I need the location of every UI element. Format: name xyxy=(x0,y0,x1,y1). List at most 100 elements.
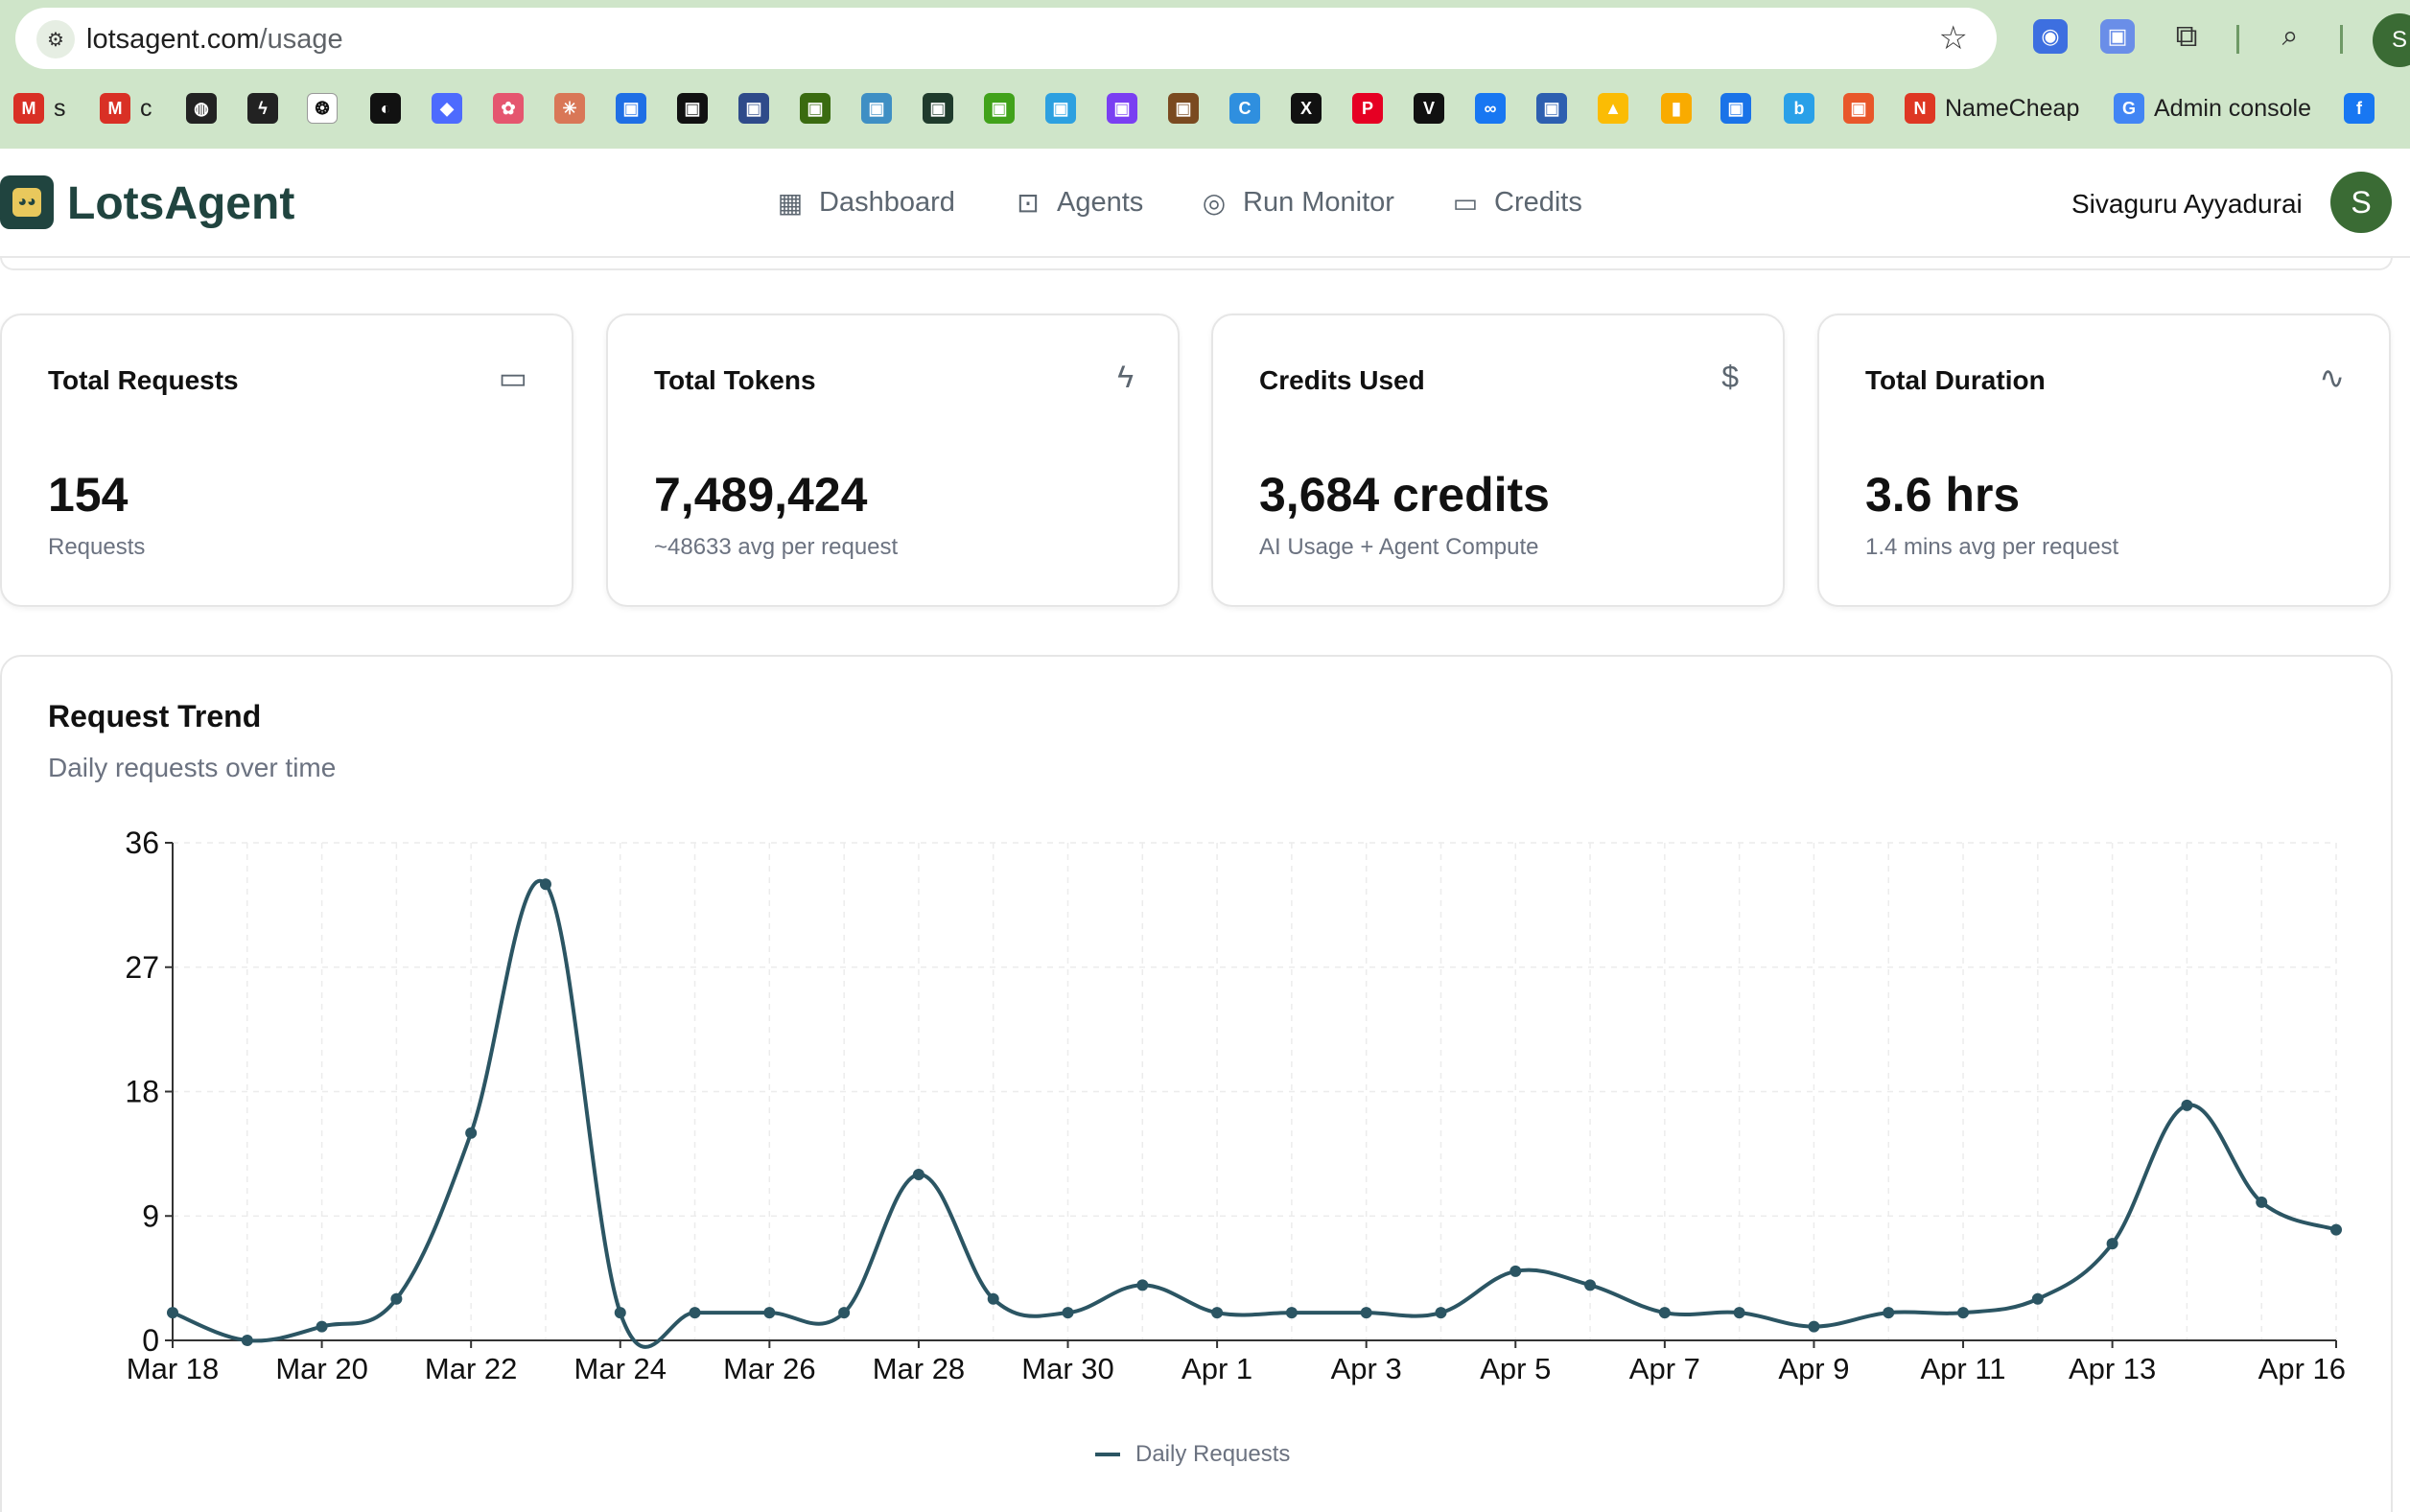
app-icon: ▣ xyxy=(738,93,769,124)
app-icon: ▣ xyxy=(1843,93,1874,124)
bookmark-item[interactable]: ▣ xyxy=(1536,90,1567,127)
claude-icon: ✳ xyxy=(554,93,585,124)
stat-value: 3.6 hrs xyxy=(1865,468,2021,522)
nav-dashboard[interactable]: ▦ Dashboard xyxy=(775,187,955,219)
data-point xyxy=(390,1292,403,1305)
user-name[interactable]: Sivaguru Ayyadurai xyxy=(2071,189,2303,219)
canva-icon: C xyxy=(1229,93,1260,124)
x-tick-label: Mar 30 xyxy=(1021,1352,1113,1385)
bookmark-item[interactable]: P xyxy=(1352,90,1383,127)
bookmark-item[interactable]: G Admin console xyxy=(2114,90,2311,127)
address-bar[interactable]: ⚙ lotsagent.com/usage ☆ xyxy=(15,8,1997,69)
extension-screen-icon[interactable]: ▣ xyxy=(2100,19,2135,54)
stat-subtitle: AI Usage + Agent Compute xyxy=(1259,534,1539,560)
stat-value: 3,684 credits xyxy=(1259,468,1550,522)
bookmark-item[interactable]: ✿ xyxy=(493,90,524,127)
data-point xyxy=(912,1169,924,1180)
bookmark-item[interactable]: ▣ xyxy=(923,90,953,127)
nav-agents[interactable]: ⊡ Agents xyxy=(1013,187,1143,219)
bookmark-item[interactable]: ▮ xyxy=(1661,90,1692,127)
tab-search-icon[interactable]: ⌕ xyxy=(2281,20,2299,52)
x-tick-label: Mar 18 xyxy=(127,1352,219,1385)
bookmark-item[interactable]: ∞ xyxy=(1475,90,1506,127)
google-icon: G xyxy=(2114,93,2144,124)
bookmark-item[interactable]: ◍ xyxy=(186,90,217,127)
bookmark-item[interactable]: b xyxy=(1784,90,1814,127)
zap-icon: ϟ xyxy=(1117,360,1134,394)
y-tick-label: 9 xyxy=(142,1198,159,1233)
bookmark-item[interactable]: ✳ xyxy=(554,90,585,127)
bookmark-item[interactable]: ▣ xyxy=(677,90,708,127)
data-point xyxy=(1584,1279,1597,1291)
app-icon: ▣ xyxy=(1536,93,1567,124)
bookmark-item[interactable]: ❂ xyxy=(307,90,338,127)
bookmark-item[interactable]: C xyxy=(1229,90,1260,127)
x-icon: X xyxy=(1291,93,1322,124)
data-point xyxy=(1285,1307,1298,1319)
extensions-puzzle-icon[interactable]: ⧉ xyxy=(2175,18,2198,53)
bookmark-item[interactable]: ▣ xyxy=(1168,90,1199,127)
bookmark-item[interactable]: ϟ xyxy=(247,90,278,127)
stat-subtitle: Requests xyxy=(48,534,146,560)
x-tick-label: Apr 9 xyxy=(1778,1352,1849,1385)
bookmark-label: NameCheap xyxy=(1945,94,2080,122)
x-tick-label: Mar 20 xyxy=(275,1352,367,1385)
data-point xyxy=(539,878,551,891)
brand-name[interactable]: LotsAgent xyxy=(67,178,295,229)
site-info-icon[interactable]: ⚙ xyxy=(36,20,75,58)
extension-record-icon[interactable]: ◉ xyxy=(2033,19,2068,54)
data-point xyxy=(1808,1320,1820,1333)
legend-swatch xyxy=(1095,1453,1120,1456)
bookmark-item[interactable]: ▣ xyxy=(616,90,646,127)
deepseek-icon: ◆ xyxy=(432,93,462,124)
robot-icon: ⊡ xyxy=(1017,188,1040,218)
data-point xyxy=(689,1307,701,1319)
stat-value: 7,489,424 xyxy=(654,468,868,522)
perplexity-icon: ◐ xyxy=(370,93,401,124)
browser-profile-avatar[interactable]: S xyxy=(2373,13,2410,67)
url-text[interactable]: lotsagent.com/usage xyxy=(86,24,343,55)
bookmark-item[interactable]: X xyxy=(1291,90,1322,127)
data-point xyxy=(1883,1307,1895,1319)
chart-legend[interactable]: Daily Requests xyxy=(1095,1441,1290,1468)
bookmark-item[interactable]: ▣ xyxy=(1720,90,1751,127)
stat-title: Total Requests xyxy=(48,365,239,395)
app-icon: ▣ xyxy=(1107,93,1137,124)
app-icon: ▣ xyxy=(677,93,708,124)
bookmark-item[interactable]: ▲ xyxy=(1598,90,1628,127)
nav-credits[interactable]: ▭ Credits xyxy=(1450,187,1582,219)
bookmark-item[interactable]: ▣ xyxy=(1045,90,1076,127)
data-point xyxy=(465,1127,478,1139)
app-icon: ▣ xyxy=(984,93,1015,124)
bookmark-item[interactable]: ▣ xyxy=(1107,90,1137,127)
bookmark-item[interactable]: N NameCheap xyxy=(1905,90,2079,127)
data-point xyxy=(1062,1307,1074,1319)
data-point xyxy=(1360,1307,1372,1319)
data-point xyxy=(1509,1265,1522,1277)
y-tick-label: 18 xyxy=(125,1075,159,1109)
bookmark-item[interactable]: ▣ xyxy=(738,90,769,127)
request-trend-chart[interactable]: 0 9 18 27 36 Mar 18 Mar 20 Mar 22 Mar 24 Mar 26 Ma… xyxy=(2,657,2395,1500)
bookmark-item[interactable]: f xyxy=(2344,90,2375,127)
logo-icon[interactable]: ◕◕ xyxy=(0,175,54,229)
user-avatar[interactable]: S xyxy=(2330,172,2392,233)
data-point xyxy=(167,1307,178,1319)
bookmark-item[interactable]: ▣ xyxy=(800,90,831,127)
pinterest-icon: P xyxy=(1352,93,1383,124)
nav-run-monitor[interactable]: ◎ Run Monitor xyxy=(1199,187,1394,219)
bookmark-item[interactable]: ◐ xyxy=(370,90,401,127)
bookmark-item[interactable]: V xyxy=(1414,90,1444,127)
bookmark-item[interactable]: ▣ xyxy=(861,90,892,127)
bookmark-item[interactable]: ▣ xyxy=(1843,90,1874,127)
bookmark-item[interactable]: ▣ xyxy=(984,90,1015,127)
bookmark-label: Admin console xyxy=(2154,94,2311,122)
app-icon: ▣ xyxy=(616,93,646,124)
credit-card-icon: ▭ xyxy=(1452,188,1479,218)
data-point xyxy=(1435,1307,1447,1319)
x-tick-label: Apr 16 xyxy=(2258,1352,2346,1385)
bookmark-star-icon[interactable]: ☆ xyxy=(1938,20,1968,57)
bookmark-item[interactable]: ◆ xyxy=(432,90,462,127)
app-header: ◕◕ LotsAgent ▦ Dashboard ⊡ Agents ◎ Run … xyxy=(0,149,2410,258)
